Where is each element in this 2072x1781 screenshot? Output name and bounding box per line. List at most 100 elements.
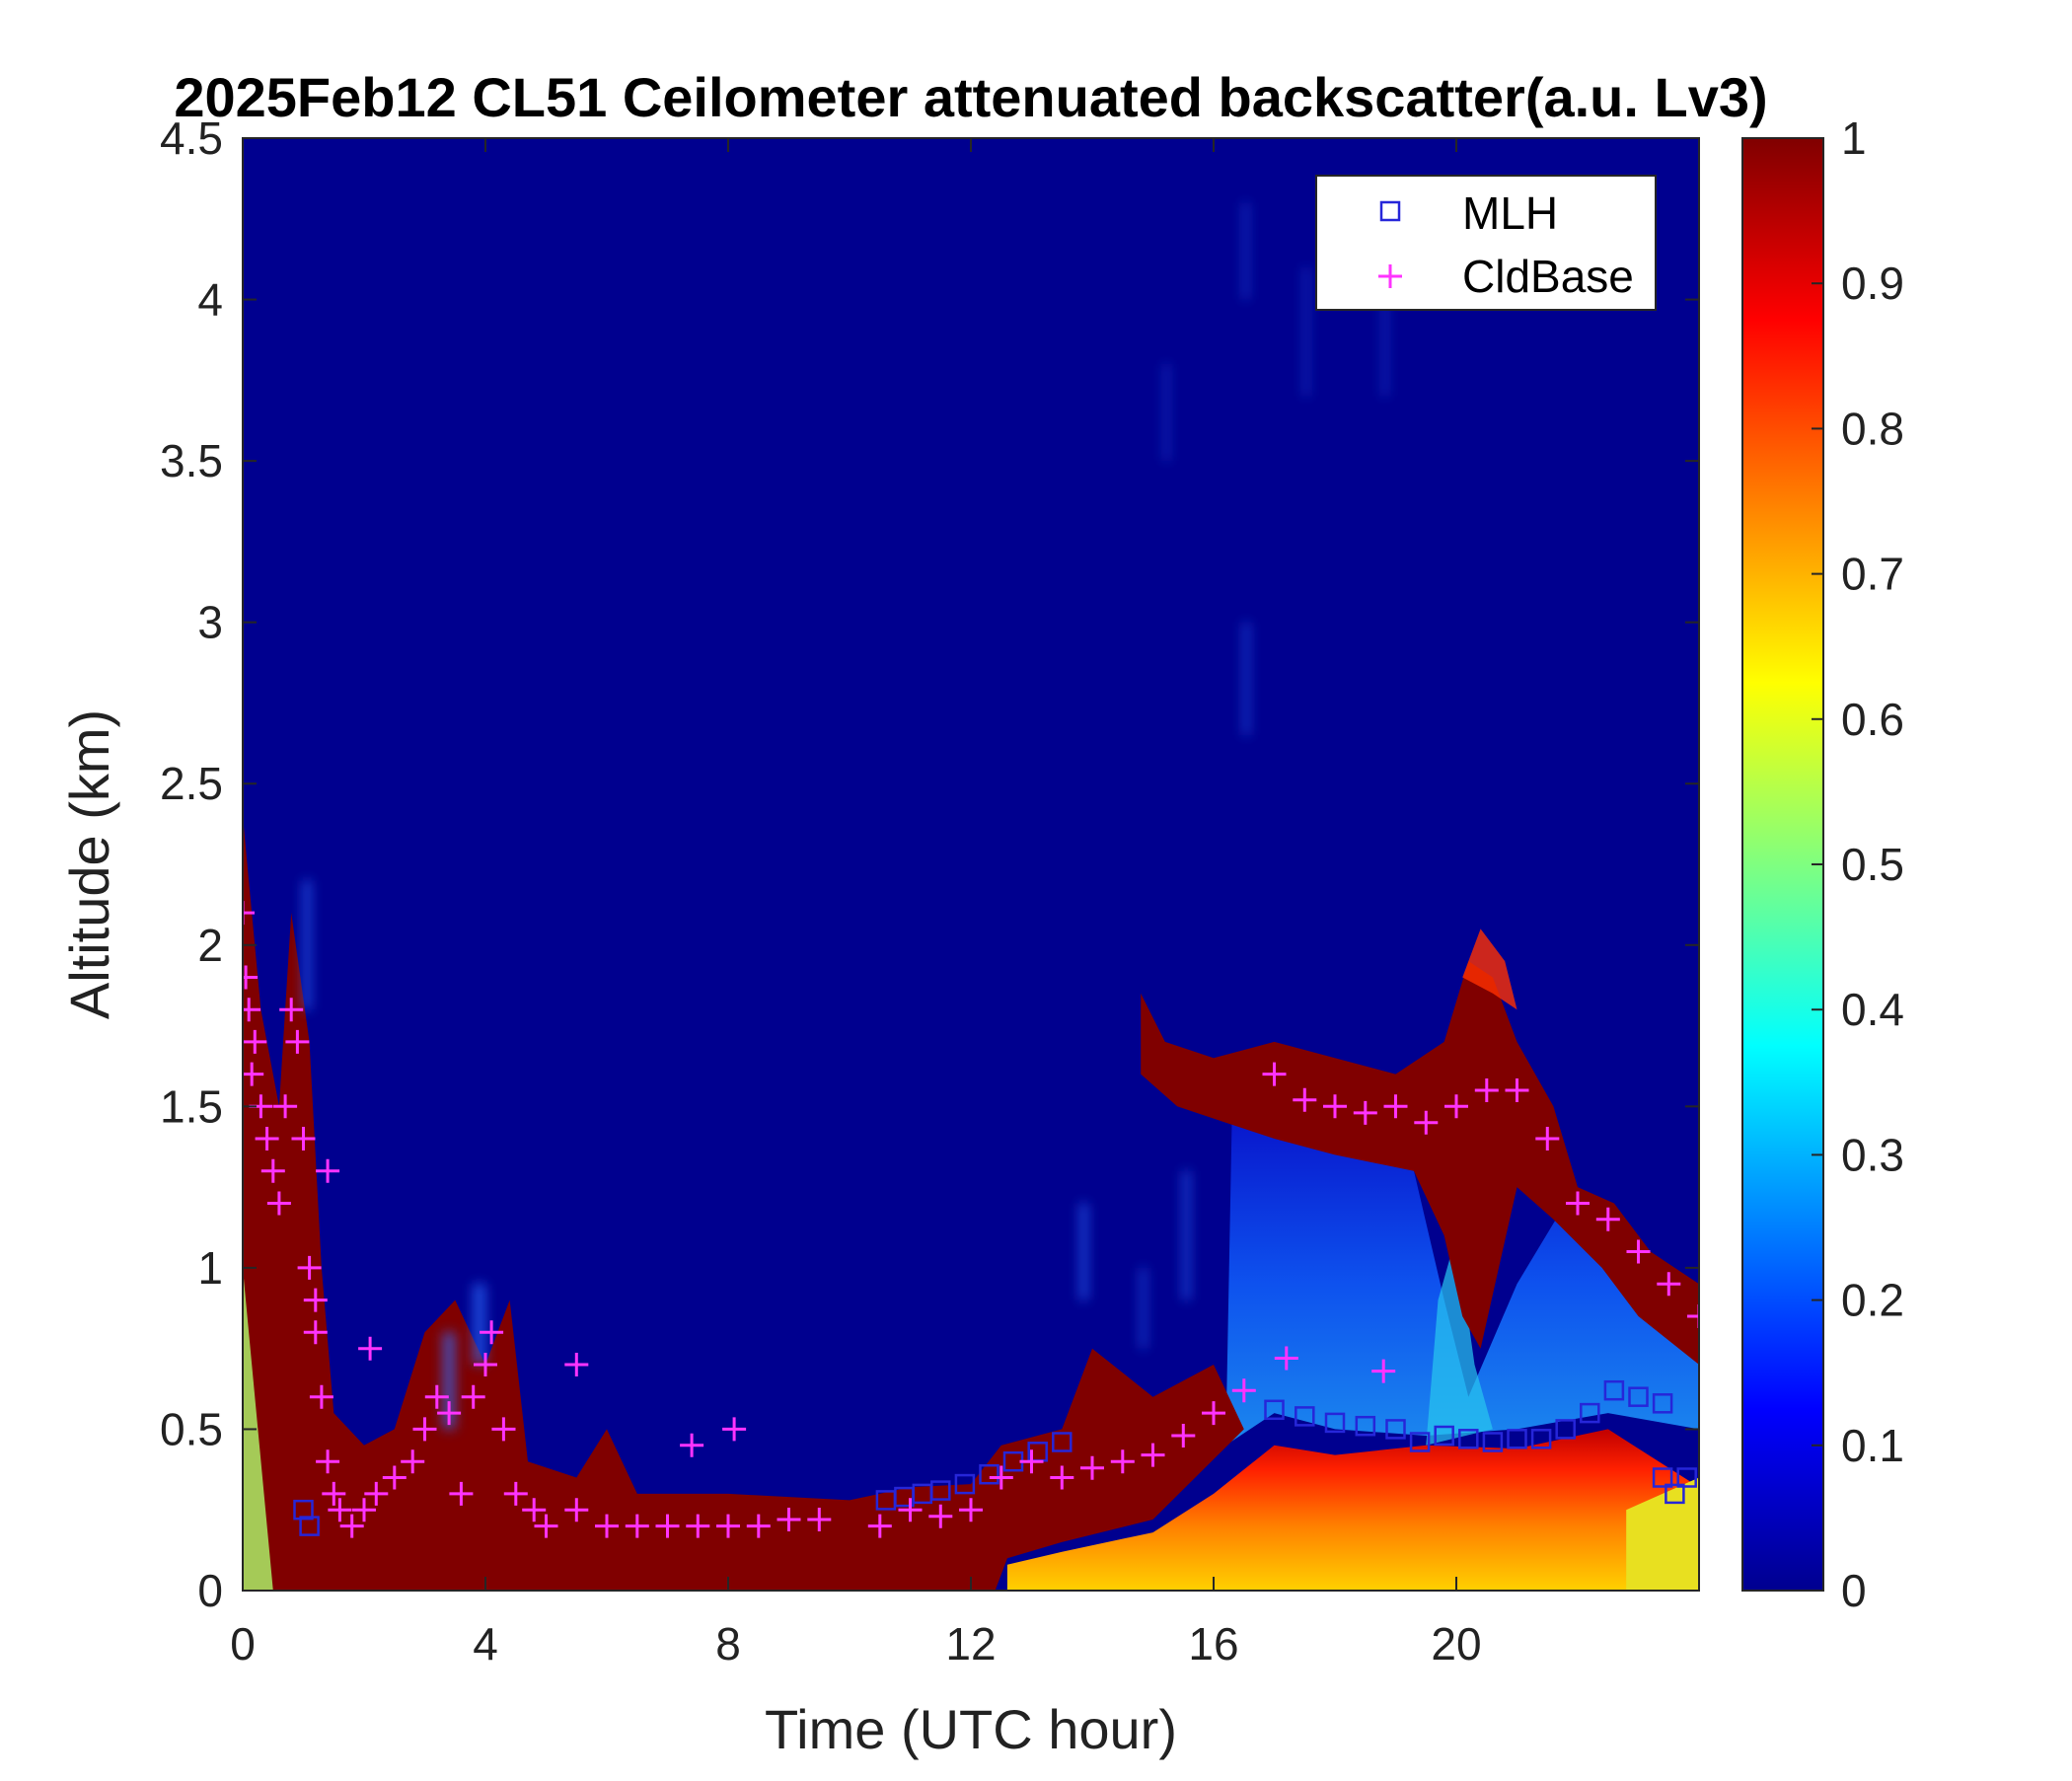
mlh-point xyxy=(1676,1467,1697,1488)
cldbase-point xyxy=(243,1029,267,1054)
cldbase-point xyxy=(1687,1304,1699,1328)
mlh-point xyxy=(930,1480,951,1501)
y-tick-label: 3 xyxy=(197,597,223,648)
legend-mlh-marker xyxy=(1379,200,1401,222)
colorbar: 0 0.1 0.2 0.3 0.4 0.5 0.6 0.7 0.8 0.9 1 xyxy=(1741,112,1904,1616)
mlh-point xyxy=(293,1499,314,1521)
colorbar-tick-label: 0.6 xyxy=(1841,694,1904,745)
y-tick-label: 4.5 xyxy=(160,112,223,164)
cldbase-point xyxy=(1595,1207,1620,1231)
x-axis-ticks: 0 4 8 12 16 20 xyxy=(230,138,1482,1670)
colorbar-tick-label: 0.9 xyxy=(1841,258,1904,309)
mlh-point xyxy=(299,1516,320,1536)
faint-aloft-features xyxy=(303,202,1387,1430)
cldbase-point xyxy=(260,1158,285,1183)
chart-title: 2025Feb12 CL51 Ceilometer attenuated bac… xyxy=(174,66,1767,128)
cldbase-point xyxy=(1505,1078,1529,1102)
y-axis-label: Altitude (km) xyxy=(58,709,120,1019)
backscatter-field xyxy=(243,202,1699,1591)
x-tick-label: 0 xyxy=(230,1618,256,1670)
colorbar-tick-label: 0.4 xyxy=(1841,984,1904,1035)
colorbar-tick-label: 1 xyxy=(1841,112,1867,164)
mlh-point xyxy=(1482,1432,1504,1452)
cldbase-point xyxy=(655,1514,680,1538)
cldbase-point xyxy=(1626,1239,1651,1264)
legend-mlh-label: MLH xyxy=(1462,187,1558,239)
y-tick-label: 1 xyxy=(197,1242,223,1294)
colorbar-tick-label: 0.8 xyxy=(1841,403,1904,454)
cldbase-point xyxy=(1371,1359,1396,1383)
x-tick-label: 12 xyxy=(945,1618,996,1670)
cldbase-point xyxy=(716,1514,740,1538)
cloud-top-red xyxy=(1462,928,1517,1010)
cldbase-point xyxy=(1414,1110,1439,1135)
cldbase-point xyxy=(491,1417,516,1442)
cldbase-point xyxy=(1535,1127,1560,1150)
mlh-point xyxy=(1355,1415,1376,1437)
cldbase-point xyxy=(680,1433,704,1457)
cldbase-point xyxy=(449,1481,474,1506)
cldbase-point xyxy=(777,1508,801,1531)
x-tick-label: 16 xyxy=(1188,1618,1238,1670)
y-tick-label: 0 xyxy=(197,1565,223,1616)
mlh-point xyxy=(1652,1467,1673,1488)
cldbase-point xyxy=(243,965,259,990)
cldbase-point xyxy=(625,1514,649,1538)
mlh-point xyxy=(1409,1432,1431,1452)
mlh-point xyxy=(1434,1425,1454,1447)
colorbar-tick-label: 0.7 xyxy=(1841,549,1904,600)
cldbase-point xyxy=(503,1481,528,1506)
mlh-point xyxy=(1295,1406,1315,1427)
plot-area xyxy=(243,138,1699,1591)
x-tick-label: 8 xyxy=(715,1618,741,1670)
mlh-point xyxy=(1264,1399,1285,1421)
mlh-point xyxy=(1603,1379,1625,1401)
cldbase-point xyxy=(898,1498,923,1522)
y-tick-label: 2 xyxy=(197,920,223,971)
cldbase-point xyxy=(328,1498,352,1522)
cldbase-point xyxy=(1141,1443,1165,1467)
mlh-point xyxy=(1458,1429,1479,1449)
y-tick-label: 2.5 xyxy=(160,758,223,809)
cldbase-point xyxy=(1353,1100,1377,1125)
y-tick-label: 3.5 xyxy=(160,435,223,486)
x-tick-label: 20 xyxy=(1431,1618,1481,1670)
cldbase-point xyxy=(480,1320,504,1345)
cldbase-point xyxy=(1383,1094,1408,1119)
cldbase-point xyxy=(291,1127,316,1150)
mlh-markers xyxy=(293,1379,1697,1536)
cldbase-point xyxy=(989,1465,1013,1490)
cldbase-point xyxy=(266,1191,291,1216)
cldbase-point xyxy=(1262,1062,1287,1086)
cldbase-point xyxy=(1657,1272,1681,1297)
warm-boundary-layer xyxy=(1006,1429,1699,1591)
legend-box xyxy=(1315,175,1657,311)
haze-layer xyxy=(1225,1122,1699,1446)
cldbase-point xyxy=(358,1336,383,1361)
colorbar-gradient xyxy=(1741,137,1824,1592)
cldbase-point xyxy=(1171,1424,1196,1447)
mlh-point xyxy=(1665,1483,1685,1505)
cldbase-point xyxy=(1231,1378,1256,1403)
cldbase-point xyxy=(807,1508,832,1531)
cldbase-point xyxy=(746,1514,771,1538)
x-tick-label: 4 xyxy=(473,1618,498,1670)
cloud-deck xyxy=(1141,961,1699,1365)
cldbase-markers xyxy=(243,901,1699,1538)
cldbase-point xyxy=(255,1127,279,1150)
cldbase-point xyxy=(1019,1449,1044,1474)
cldbase-point xyxy=(303,1320,328,1345)
cldbase-point xyxy=(243,901,255,926)
cldbase-point xyxy=(474,1353,497,1376)
cldbase-point xyxy=(273,1094,298,1119)
cldbase-point xyxy=(316,1449,340,1474)
legend: MLH CldBase xyxy=(1315,175,1657,311)
y-tick-label: 1.5 xyxy=(160,1080,223,1132)
cldbase-point xyxy=(437,1401,462,1426)
cldbase-point xyxy=(1293,1087,1317,1112)
cldbase-point xyxy=(382,1465,407,1490)
cldbase-point xyxy=(424,1384,449,1409)
cldbase-point xyxy=(316,1158,340,1183)
